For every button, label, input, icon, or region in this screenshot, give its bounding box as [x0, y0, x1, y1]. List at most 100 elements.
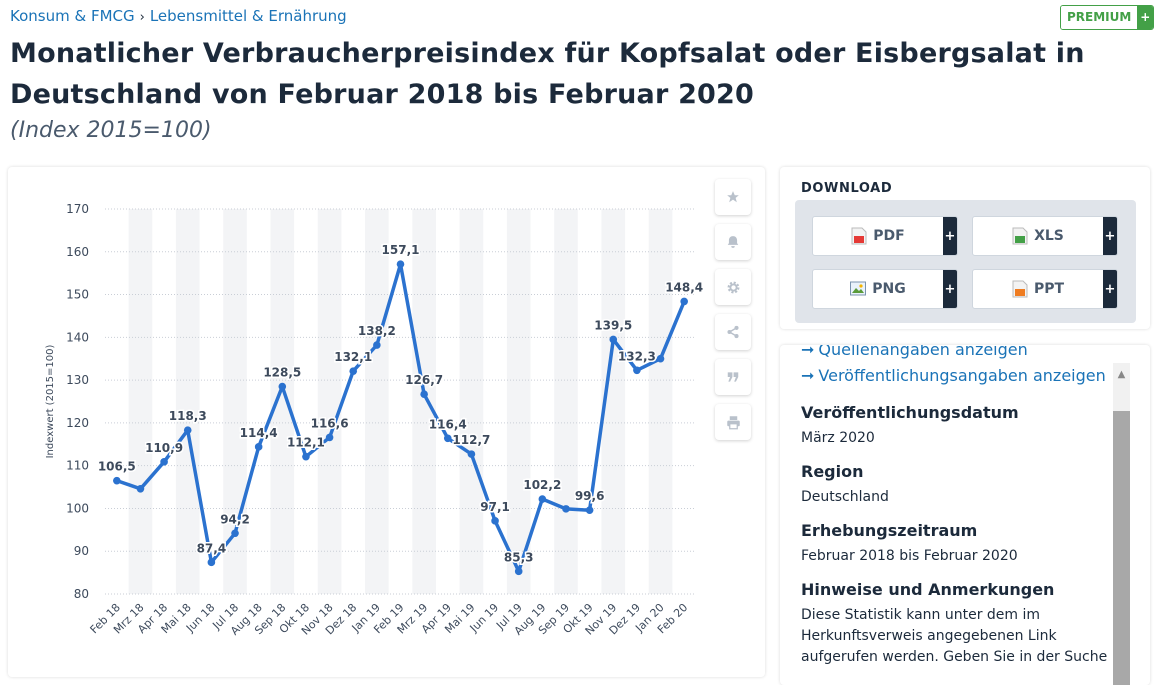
cite-button[interactable] [715, 359, 751, 395]
share-icon [727, 325, 739, 339]
info-value-date: März 2020 [801, 430, 875, 446]
data-label: 102,2 [523, 478, 561, 492]
favorite-button[interactable] [715, 179, 751, 215]
notification-button[interactable] [715, 224, 751, 260]
bell-icon [727, 236, 739, 248]
info-scrollbar[interactable]: ▲ [1113, 363, 1130, 685]
premium-label: PREMIUM [1061, 6, 1138, 29]
download-pdf-button[interactable]: PDF + [812, 216, 958, 256]
data-point [633, 366, 641, 375]
info-heading-period: Erhebungszeitraum [801, 521, 978, 540]
png-image-icon [850, 281, 867, 296]
download-pdf-plus-icon[interactable]: + [943, 217, 957, 255]
data-label: 148,4 [665, 280, 703, 294]
download-xls-label: XLS [1034, 228, 1064, 244]
download-button-group: PDF + XLS + PNG + PPT + [795, 200, 1136, 323]
data-point [231, 529, 239, 538]
data-label: 139,5 [594, 318, 632, 332]
data-point [562, 505, 570, 513]
info-heading-date: Veröffentlichungsdatum [801, 403, 1019, 422]
y-axis-label: Indexwert (2015=100) [45, 345, 56, 459]
download-xls-button[interactable]: XLS + [972, 216, 1118, 256]
data-point [538, 495, 547, 503]
print-button[interactable] [715, 404, 751, 440]
info-heading-notes: Hinweise und Anmerkungen [801, 580, 1055, 599]
info-card: ➞ Quellenangaben anzeigen ➞ Veröffentlichu… [780, 345, 1150, 685]
data-point [514, 567, 523, 576]
column-band [412, 209, 436, 594]
data-point [207, 558, 216, 567]
ppt-file-icon [1012, 280, 1028, 298]
page-subtitle: (Index 2015=100) [10, 118, 212, 143]
data-label: 106,5 [98, 460, 136, 474]
data-point [113, 476, 121, 485]
download-title: DOWNLOAD [801, 181, 893, 196]
data-point [136, 484, 145, 493]
data-point [349, 367, 358, 375]
y-tick-label: 170 [66, 202, 89, 216]
info-value-period: Februar 2018 bis Februar 2020 [801, 548, 1018, 564]
download-png-plus-icon[interactable]: + [943, 270, 957, 308]
data-label: 87,4 [197, 541, 227, 555]
data-label: 126,7 [405, 373, 443, 387]
data-label: 85,3 [504, 550, 534, 564]
column-band [317, 209, 342, 594]
y-tick-label: 160 [66, 245, 89, 259]
xls-file-icon [1012, 227, 1028, 245]
y-tick-label: 110 [66, 459, 89, 473]
data-point [420, 390, 428, 399]
info-value-notes: Diese Statistik kann unter dem im Herkun… [801, 607, 1108, 665]
data-point [585, 506, 594, 514]
data-label: 118,3 [169, 409, 207, 423]
download-ppt-plus-icon[interactable]: + [1103, 270, 1117, 308]
data-label: 132,3 [618, 349, 656, 363]
data-point [609, 335, 618, 344]
info-content: ➞ Quellenangaben anzeigen ➞ Veröffentlichu… [801, 345, 1116, 668]
column-band [459, 209, 484, 594]
publication-link[interactable]: ➞ Veröffentlichungsangaben anzeigen [801, 366, 1106, 385]
star-icon [727, 191, 739, 203]
data-point [325, 433, 334, 442]
breadcrumb-link-lebensmittel[interactable]: Lebensmittel & Ernährung [149, 7, 347, 25]
data-label: 99,6 [575, 489, 605, 503]
data-label: 157,1 [382, 243, 420, 257]
settings-button[interactable] [715, 269, 751, 305]
data-label: 116,4 [429, 417, 467, 431]
download-card: DOWNLOAD PDF + XLS + PNG + [780, 167, 1150, 329]
data-label: 132,1 [334, 350, 372, 364]
data-label: 112,1 [287, 436, 325, 450]
data-point [656, 354, 665, 363]
data-point [373, 341, 381, 349]
breadcrumb-link-konsum[interactable]: Konsum & FMCG [10, 7, 135, 25]
data-point [491, 517, 499, 525]
info-heading-region: Region [801, 462, 864, 481]
y-tick-label: 80 [74, 587, 89, 601]
column-band [648, 209, 673, 594]
sources-link[interactable]: ➞ Quellenangaben anzeigen [801, 345, 1116, 363]
share-button[interactable] [715, 314, 751, 350]
download-png-button[interactable]: PNG + [812, 269, 958, 309]
chart-toolbar [715, 179, 751, 440]
download-ppt-button[interactable]: PPT + [972, 269, 1118, 309]
column-band [365, 209, 389, 594]
quote-icon [727, 372, 739, 382]
data-label: 114,4 [240, 426, 278, 440]
download-xls-plus-icon[interactable]: + [1103, 217, 1117, 255]
y-tick-label: 120 [66, 416, 89, 430]
scrollbar-thumb[interactable] [1113, 411, 1130, 685]
data-point [680, 297, 688, 306]
column-band [270, 209, 295, 594]
data-point [302, 452, 310, 461]
data-point [183, 426, 192, 434]
line-chart: 80 90 100 110 120 130 140 150 160 170 Indexwert (2… [45, 202, 705, 638]
premium-plus-icon: + [1137, 6, 1154, 29]
scroll-up-icon[interactable]: ▲ [1117, 368, 1126, 380]
print-icon [726, 415, 740, 429]
y-tick-label: 90 [74, 544, 89, 558]
premium-badge[interactable]: PREMIUM + [1060, 5, 1155, 30]
data-point [396, 260, 405, 268]
y-tick-label: 140 [66, 330, 89, 344]
column-band [601, 209, 626, 594]
breadcrumb-separator: › [139, 10, 145, 25]
data-label: 94,2 [220, 512, 250, 526]
